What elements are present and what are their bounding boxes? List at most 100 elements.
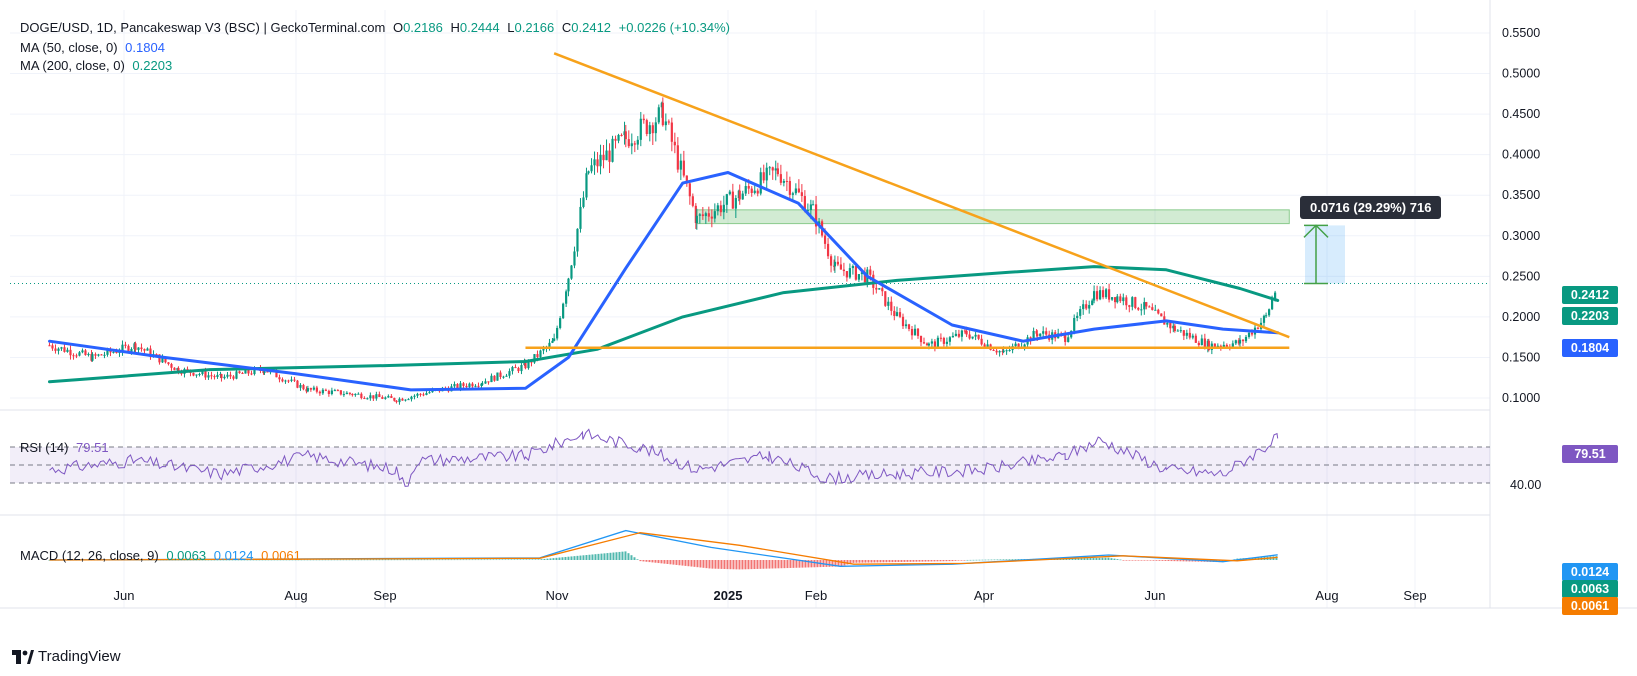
macd-histogram-bar	[861, 560, 864, 563]
macd-histogram-bar	[375, 559, 378, 561]
candle-body	[1172, 325, 1175, 329]
candle-body	[1035, 330, 1038, 334]
candle-body	[115, 351, 118, 354]
macd-histogram-bar	[393, 559, 396, 561]
macd-histogram-bar	[1110, 558, 1113, 560]
candle-body	[768, 167, 771, 169]
candle-body	[957, 333, 960, 337]
macd-histogram-bar	[672, 560, 675, 565]
candle-body	[514, 367, 517, 369]
x-tick-label: Sep	[373, 588, 396, 603]
macd-histogram-bar	[801, 560, 804, 568]
candle-body	[910, 329, 914, 336]
candle-body	[378, 394, 381, 398]
macd-histogram-bar	[1122, 560, 1125, 561]
macd-histogram-bar	[573, 556, 576, 560]
candle-body	[608, 150, 611, 162]
macd-histogram-bar	[339, 559, 342, 561]
candle-body	[1140, 309, 1143, 311]
macd-histogram-bar	[891, 560, 894, 563]
macd-histogram-bar	[825, 560, 828, 567]
macd-histogram-bar	[411, 559, 414, 561]
macd-histogram-bar	[519, 559, 522, 560]
close-price-tag: 0.2412	[1562, 286, 1618, 304]
candle-body	[1244, 336, 1248, 342]
macd-histogram-bar	[297, 559, 300, 561]
candle-body	[456, 384, 459, 389]
macd-histogram-bar	[984, 559, 987, 561]
candle-body	[372, 395, 375, 399]
macd-histogram-bar	[399, 559, 402, 561]
tradingview-brand[interactable]: TradingView	[12, 648, 121, 665]
macd-histogram-bar	[468, 559, 471, 561]
candle-body	[164, 357, 167, 363]
macd-histogram-bar	[510, 559, 513, 561]
candle-body	[69, 349, 72, 356]
macd-histogram-bar	[564, 556, 567, 560]
descending-trendline	[553, 52, 1290, 339]
macd-histogram-bar	[585, 555, 588, 560]
candle-body	[1088, 305, 1091, 309]
candle-body	[774, 168, 777, 171]
candle-body	[1200, 338, 1203, 346]
candle-body	[756, 190, 759, 194]
candle-body	[493, 375, 496, 381]
rsi-price-tag: 79.51	[1562, 445, 1618, 463]
macd-histogram-bar	[1188, 560, 1191, 562]
macd-histogram-bar	[222, 559, 225, 561]
candle-body	[524, 362, 527, 369]
macd-histogram-bar	[456, 559, 459, 561]
candle-body	[1039, 333, 1042, 337]
candle-body	[1076, 315, 1079, 318]
candle-body	[848, 268, 851, 278]
candle-body	[939, 337, 942, 339]
macd-histogram-bar	[888, 560, 891, 563]
macd-histogram-bar	[441, 559, 444, 561]
macd-histogram-bar	[558, 557, 561, 560]
macd-histogram-bar	[1149, 560, 1152, 561]
candle-body	[232, 376, 235, 379]
candle-body	[779, 174, 782, 183]
candle-body	[468, 383, 471, 387]
candle-body	[91, 354, 94, 361]
candle-body	[995, 350, 998, 353]
candle-body	[1265, 315, 1268, 317]
candle-body	[992, 349, 995, 351]
macd-histogram-bar	[405, 559, 408, 561]
candle-body	[750, 188, 753, 193]
rsi-line	[49, 428, 1279, 487]
candle-body	[390, 396, 393, 398]
candle-body	[413, 395, 416, 397]
candle-body	[771, 167, 774, 171]
candle-body	[599, 154, 602, 167]
macd-histogram-bar	[480, 559, 483, 561]
candle-body	[878, 288, 881, 290]
candle-body	[505, 375, 508, 377]
candle-body	[1194, 335, 1197, 343]
candle-body	[1008, 350, 1011, 352]
macd-histogram-bar	[327, 559, 330, 561]
candle-body	[149, 348, 152, 357]
candle-body	[1045, 331, 1048, 335]
candle-body	[1154, 309, 1157, 311]
candle-body	[1111, 297, 1114, 300]
candle-body	[72, 355, 75, 357]
macd-histogram-bar	[417, 559, 420, 561]
macd-histogram-bar	[477, 559, 480, 561]
candle-body	[611, 138, 614, 162]
macd-histogram-bar	[630, 555, 633, 560]
macd-histogram-bar	[663, 560, 666, 564]
macd-histogram-bar	[1017, 559, 1020, 560]
candle-body	[302, 384, 305, 390]
candle-body	[100, 354, 103, 356]
macd-histogram-bar	[789, 560, 792, 568]
candle-body	[857, 274, 860, 280]
candle-body	[579, 206, 582, 229]
macd-histogram-bar	[1116, 559, 1119, 560]
candle-body	[465, 385, 468, 387]
candle-body	[694, 205, 697, 224]
candle-body	[593, 159, 596, 166]
candle-body	[517, 368, 520, 372]
candle-body	[419, 393, 422, 395]
